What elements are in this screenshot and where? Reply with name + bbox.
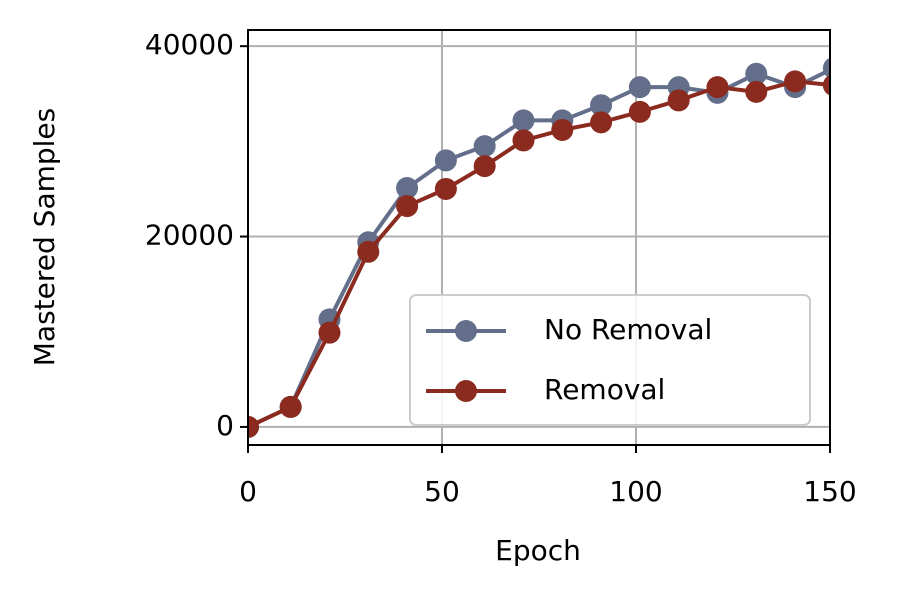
data-point	[473, 155, 496, 178]
data-point	[551, 118, 574, 141]
y-tick-label: 20000	[145, 219, 234, 252]
data-point	[434, 149, 457, 172]
data-point	[667, 89, 690, 112]
legend-box	[409, 294, 811, 426]
data-point	[512, 129, 535, 152]
data-point	[357, 240, 380, 263]
y-tick-label: 40000	[145, 28, 234, 61]
x-axis-label: Epoch	[495, 534, 581, 567]
y-axis-label: Mastered Samples	[28, 108, 61, 366]
data-point	[279, 395, 302, 418]
series-line	[248, 67, 830, 429]
legend-label: No Removal	[544, 313, 712, 346]
data-point	[434, 177, 457, 200]
legend-label: Removal	[544, 373, 665, 406]
data-point	[590, 111, 613, 134]
data-point	[628, 76, 651, 99]
data-point	[745, 80, 768, 103]
x-tick-label: 100	[609, 475, 662, 508]
data-point	[706, 76, 729, 99]
x-tick-label: 0	[239, 475, 257, 508]
legend-marker	[455, 380, 477, 402]
data-point	[784, 70, 807, 93]
x-tick-label: 150	[803, 475, 856, 508]
data-point	[745, 62, 768, 85]
y-tick-label: 0	[216, 409, 234, 442]
axes-frame	[247, 29, 831, 446]
legend-marker	[455, 320, 477, 342]
data-point	[396, 195, 419, 218]
series-line	[248, 79, 830, 429]
plot-area	[248, 57, 830, 438]
data-point	[248, 415, 259, 438]
data-point	[590, 94, 613, 117]
data-point	[512, 109, 535, 132]
data-point	[822, 74, 830, 96]
data-point	[628, 100, 651, 123]
data-point	[473, 135, 496, 158]
data-point	[822, 57, 830, 79]
data-point	[318, 321, 341, 344]
data-point	[396, 177, 419, 200]
x-tick-label: 50	[424, 475, 460, 508]
